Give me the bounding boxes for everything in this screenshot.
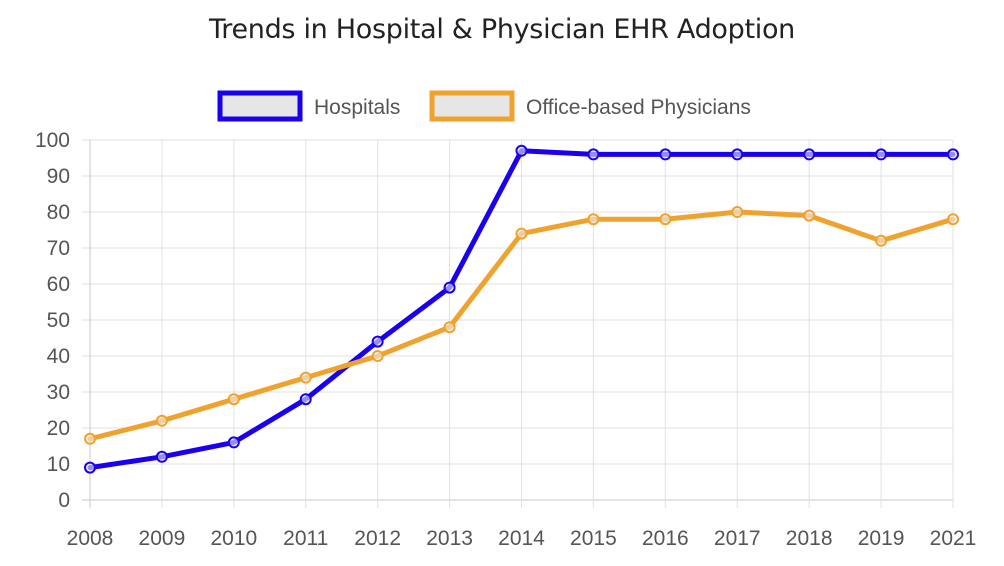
legend-label: Office-based Physicians: [526, 96, 751, 119]
data-point-physicians: [875, 234, 888, 247]
x-tick-label: 2021: [930, 527, 977, 550]
series-layer: [84, 144, 959, 474]
legend-label: Hospitals: [314, 96, 400, 119]
data-point-physicians: [947, 213, 959, 226]
data-point-physicians: [587, 213, 600, 226]
data-point-physicians: [803, 209, 816, 222]
legend-swatch: [429, 90, 515, 122]
x-tick-label: 2009: [139, 527, 186, 550]
x-tick-label: 2015: [570, 527, 617, 550]
x-tick-label: 2016: [642, 527, 689, 550]
chart-title: Trends in Hospital & Physician EHR Adopt…: [209, 14, 795, 45]
x-tick-label: 2013: [426, 527, 473, 550]
y-tick-label: 0: [58, 489, 70, 512]
data-point-hospitals: [875, 148, 888, 161]
axes: 0 10 20 30 40 50 60 70 80 90 100 2008 2009 2010 2011 20…: [35, 129, 976, 550]
y-tick-label: 80: [47, 201, 70, 224]
data-point-hospitals: [731, 148, 744, 161]
y-tick-label: 30: [47, 381, 70, 404]
y-tick-label: 50: [47, 309, 70, 332]
x-tick-label: 2018: [786, 527, 833, 550]
x-tick-label: 2011: [283, 527, 328, 550]
data-point-hospitals: [155, 450, 168, 463]
data-point-hospitals: [515, 144, 528, 157]
data-point-physicians: [227, 393, 240, 406]
x-tick-label: 2017: [714, 527, 761, 550]
data-point-hospitals: [587, 148, 600, 161]
y-tick-label: 60: [47, 273, 70, 296]
y-tick-label: 100: [35, 129, 70, 152]
x-tick-label: 2014: [498, 527, 545, 550]
data-point-physicians: [443, 321, 456, 334]
data-point-physicians: [731, 206, 744, 218]
data-point-physicians: [155, 414, 168, 427]
data-point-hospitals: [227, 436, 240, 449]
data-point-hospitals: [443, 281, 456, 294]
x-tick-label: 2010: [210, 527, 257, 550]
data-point-physicians: [84, 432, 96, 445]
legend-swatch: [217, 90, 303, 122]
y-tick-label: 10: [47, 453, 70, 476]
data-point-physicians: [515, 227, 528, 240]
grid-lines: [82, 139, 954, 508]
y-tick-label: 40: [47, 345, 70, 368]
chart-legend: Hospitals Office-based Physicians: [217, 90, 751, 122]
data-point-hospitals: [299, 393, 312, 406]
y-tick-label: 20: [47, 417, 70, 440]
data-point-hospitals: [803, 148, 816, 161]
data-point-physicians: [371, 350, 384, 362]
y-tick-label: 70: [47, 237, 70, 260]
data-point-hospitals: [659, 148, 672, 161]
data-point-hospitals: [947, 148, 959, 161]
x-tick-label: 2008: [67, 527, 114, 550]
data-point-hospitals: [84, 461, 96, 474]
x-tick-label: 2012: [354, 527, 401, 550]
data-point-hospitals: [371, 335, 384, 348]
data-point-physicians: [659, 213, 672, 226]
y-tick-label: 90: [47, 165, 70, 188]
x-tick-label: 2019: [858, 527, 905, 550]
data-point-physicians: [299, 371, 312, 384]
